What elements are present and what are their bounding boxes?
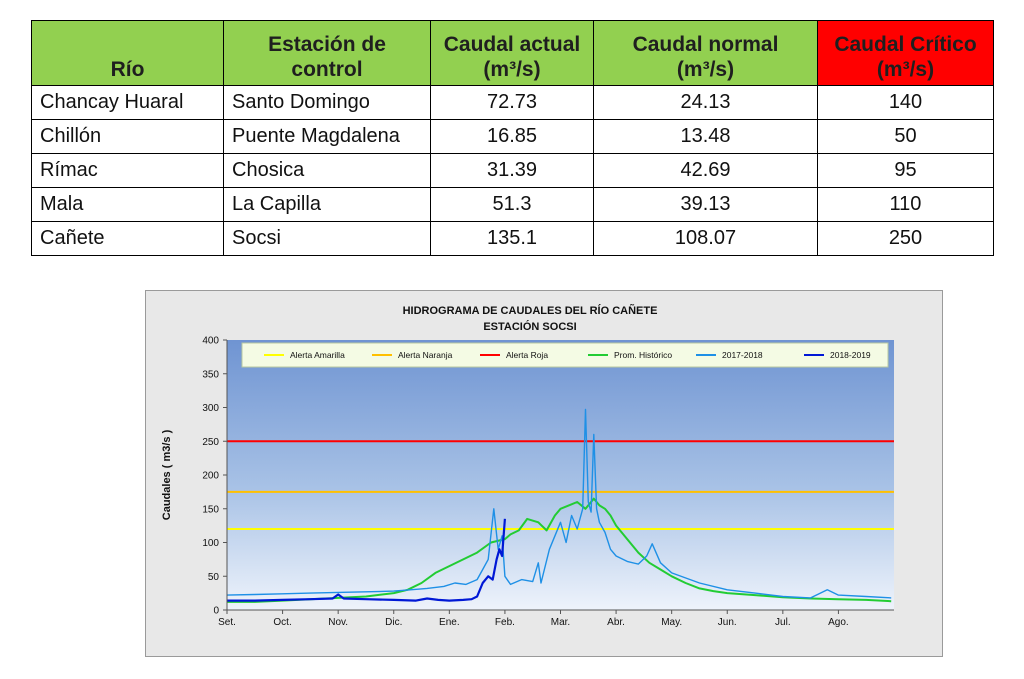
- y-tick-label: 400: [202, 336, 219, 347]
- y-tick-label: 350: [202, 369, 219, 380]
- legend-label: 2018-2019: [830, 350, 871, 360]
- threshold-lines: [227, 440, 894, 530]
- cell-current: 31.39: [430, 153, 594, 188]
- x-tick-label: Nov.: [328, 617, 348, 628]
- y-tick-label: 100: [202, 538, 219, 549]
- cell-station: La Capilla: [223, 187, 431, 222]
- cell-river: Chillón: [31, 119, 224, 154]
- table-row: Cañete Socsi 135.1 108.07 250: [31, 221, 994, 256]
- cell-river: Cañete: [31, 221, 224, 256]
- series-line-1: [226, 408, 892, 599]
- series-lines: [226, 408, 892, 603]
- table-row: Mala La Capilla 51.3 39.13 110: [31, 187, 994, 222]
- cell-river: Mala: [31, 187, 224, 222]
- y-tick-label: 150: [202, 504, 219, 515]
- y-tick-label: 50: [208, 572, 220, 583]
- x-axis-ticks: Set. Oct. Nov. Dic. Ene. Feb. Mar. Abr. May. Jun.…: [218, 610, 849, 628]
- cell-river: Rímac: [31, 153, 224, 188]
- header-station: Estación de control: [223, 20, 431, 86]
- cell-current: 16.85: [430, 119, 594, 154]
- x-tick-label: Feb.: [495, 617, 515, 628]
- cell-river: Chancay Huaral: [31, 85, 224, 120]
- cell-normal: 108.07: [593, 221, 818, 256]
- legend-box: [241, 342, 889, 368]
- cell-normal: 42.69: [593, 153, 818, 188]
- y-tick-label: 200: [202, 471, 219, 482]
- chart-title: HIDROGRAMA DE CAUDALES DEL RÍO CAÑETE: [403, 304, 658, 317]
- legend-label: Alerta Naranja: [398, 350, 453, 360]
- cell-current: 135.1: [430, 221, 594, 256]
- cell-critical: 140: [817, 85, 994, 120]
- header-critical-flow: Caudal Crítico (m³/s): [817, 20, 994, 86]
- x-tick-label: Jun.: [718, 617, 737, 628]
- cell-current: 51.3: [430, 187, 594, 222]
- y-tick-label: 300: [202, 403, 219, 414]
- cell-critical: 50: [817, 119, 994, 154]
- legend-label: 2017-2018: [722, 350, 763, 360]
- legend-label: Alerta Roja: [506, 350, 548, 360]
- x-tick-label: Set.: [218, 617, 236, 628]
- table-row: Chancay Huaral Santo Domingo 72.73 24.13…: [31, 85, 994, 120]
- x-tick-label: Jul.: [775, 617, 791, 628]
- chart-legend: Alerta Amarilla Alerta Naranja Alerta Roja…: [241, 342, 889, 368]
- cell-normal: 13.48: [593, 119, 818, 154]
- plot-area: [227, 340, 894, 610]
- header-normal-flow: Caudal normal (m³/s): [593, 20, 818, 86]
- header-current-flow: Caudal actual (m³/s): [430, 20, 594, 86]
- table-row: Rímac Chosica 31.39 42.69 95: [31, 153, 994, 188]
- flow-table: Río Estación de control Caudal actual (m³/…: [31, 20, 994, 256]
- legend-label: Prom. Histórico: [614, 350, 672, 360]
- chart-canvas: HIDROGRAMA DE CAUDALES DEL RÍO CAÑETE ES…: [161, 304, 894, 628]
- cell-station: Chosica: [223, 153, 431, 188]
- cell-station: Santo Domingo: [223, 85, 431, 120]
- cell-critical: 95: [817, 153, 994, 188]
- y-axis-title: Caudales ( m3/s ): [161, 429, 173, 520]
- x-tick-label: Abr.: [607, 617, 625, 628]
- y-tick-label: 0: [213, 606, 219, 617]
- cell-critical: 110: [817, 187, 994, 222]
- series-line-0: [227, 497, 892, 603]
- cell-critical: 250: [817, 221, 994, 256]
- x-tick-label: May.: [661, 617, 682, 628]
- series-line-2: [227, 518, 506, 602]
- cell-normal: 39.13: [593, 187, 818, 222]
- hydrograph-chart: HIDROGRAMA DE CAUDALES DEL RÍO CAÑETE ES…: [145, 290, 943, 657]
- cell-station: Socsi: [223, 221, 431, 256]
- cell-station: Puente Magdalena: [223, 119, 431, 154]
- legend-label: Alerta Amarilla: [290, 350, 345, 360]
- cell-current: 72.73: [430, 85, 594, 120]
- cell-normal: 24.13: [593, 85, 818, 120]
- chart-subtitle: ESTACIÓN SOCSI: [483, 320, 576, 333]
- y-axis-ticks: 0 50 100 150 200 250 300 350 400: [202, 336, 227, 617]
- x-tick-label: Ago.: [828, 617, 849, 628]
- table-row: Chillón Puente Magdalena 16.85 13.48 50: [31, 119, 994, 154]
- x-tick-label: Mar.: [551, 617, 570, 628]
- x-tick-label: Ene.: [439, 617, 460, 628]
- y-tick-label: 250: [202, 437, 219, 448]
- header-river: Río: [31, 20, 224, 86]
- x-tick-label: Dic.: [385, 617, 402, 628]
- x-tick-label: Oct.: [273, 617, 291, 628]
- table-header-row: Río Estación de control Caudal actual (m³/…: [31, 20, 994, 86]
